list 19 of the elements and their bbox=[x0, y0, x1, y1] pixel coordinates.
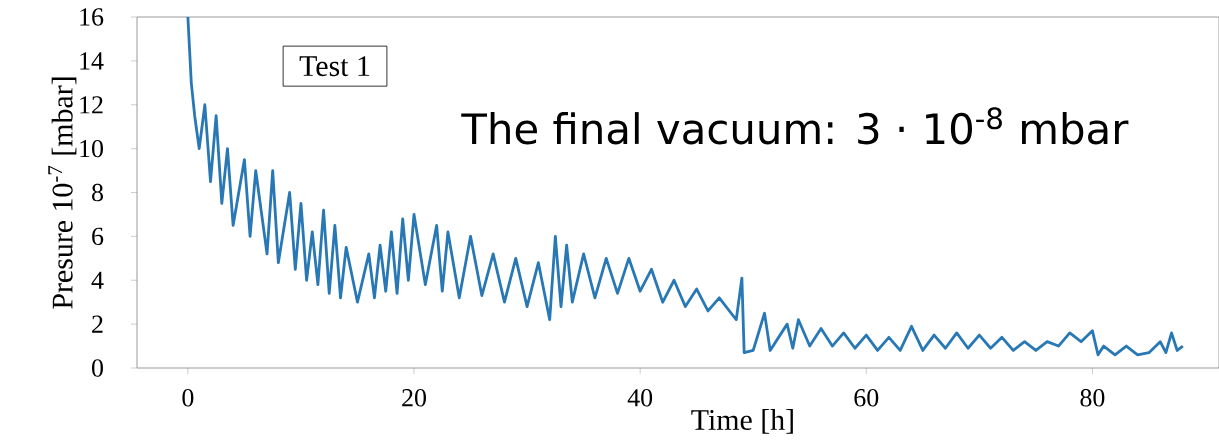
y-tick-label: 6 bbox=[92, 227, 104, 246]
x-axis-title: Time [h] bbox=[691, 409, 793, 434]
y-tick-label: 2 bbox=[92, 315, 103, 333]
annotation: Test 1 bbox=[299, 56, 370, 77]
x-tick-label: 0 bbox=[182, 389, 194, 407]
y-tick-label: 8 bbox=[92, 183, 103, 202]
y-tick-label: 12 bbox=[80, 96, 103, 114]
y-tick-label: 16 bbox=[80, 8, 104, 26]
annotation: The final vacuum: 3 · 10$^{-8}$ mbar bbox=[461, 107, 1129, 145]
y-tick-label: 4 bbox=[91, 271, 104, 289]
x-tick-label: 40 bbox=[627, 389, 653, 407]
line-series bbox=[186, 17, 1185, 357]
y-tick-label: 14 bbox=[80, 52, 104, 70]
y-tick-label: 10 bbox=[80, 139, 103, 158]
y-axis-title: Presure 10$^{-7}$ [mbar] bbox=[48, 77, 77, 309]
x-tick-label: 60 bbox=[854, 389, 879, 407]
y-tick-label: 0 bbox=[92, 359, 103, 377]
x-tick-label: 20 bbox=[402, 389, 426, 407]
x-tick-label: 80 bbox=[1080, 389, 1105, 407]
